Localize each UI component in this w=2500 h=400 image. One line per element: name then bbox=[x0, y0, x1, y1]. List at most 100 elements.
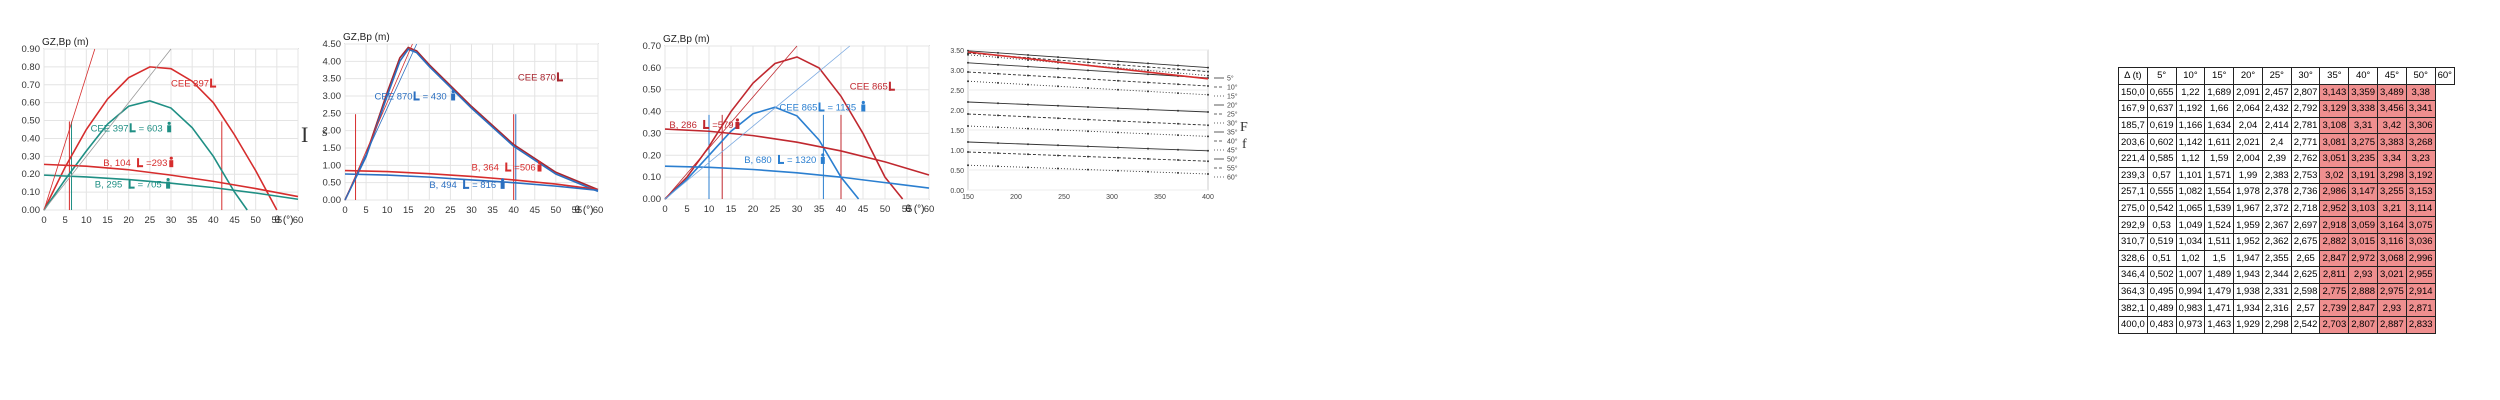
series-point bbox=[967, 141, 969, 143]
table-cell: 2,914 bbox=[2405, 282, 2436, 301]
series-point bbox=[1087, 130, 1089, 133]
series-point bbox=[1027, 65, 1029, 68]
series-point bbox=[997, 72, 999, 75]
table-cell: 3,164 bbox=[2377, 216, 2407, 234]
table-cell: 0,655 bbox=[2146, 83, 2177, 102]
person-icon bbox=[167, 121, 172, 133]
series-point bbox=[1147, 132, 1149, 135]
series-point bbox=[1207, 135, 1209, 138]
table-cell: 2,775 bbox=[2319, 282, 2350, 301]
series-point bbox=[1177, 159, 1179, 162]
series-line bbox=[664, 128, 930, 176]
table-cell: 1,952 bbox=[2233, 232, 2263, 251]
table-cell: 3,051 bbox=[2319, 149, 2350, 168]
series-point bbox=[1177, 122, 1179, 125]
y-tick-label: 4.50 bbox=[323, 39, 342, 50]
y-tick-label: 0.30 bbox=[22, 151, 41, 162]
table-cell: 2,57 bbox=[2290, 299, 2321, 317]
person-icon bbox=[500, 178, 505, 189]
x-tick-label: 30 bbox=[166, 215, 177, 226]
table-cell: 0,637 bbox=[2146, 100, 2177, 118]
y-tick-label: 0.00 bbox=[22, 205, 41, 216]
series-point bbox=[1207, 66, 1209, 69]
table-cell: 2,93 bbox=[2377, 299, 2407, 317]
series-point bbox=[1057, 117, 1059, 120]
series-line bbox=[43, 48, 96, 211]
chart-1: 0.00 0.10 0.20 0.30 0.40 0.50 0.60 0.70 0.80 0.90… bbox=[22, 37, 304, 226]
table-cell: 2,432 bbox=[2261, 100, 2292, 118]
series-point bbox=[967, 164, 969, 167]
stray-glyph-2: s bbox=[322, 125, 328, 140]
series-line bbox=[43, 48, 172, 211]
y-tick-label: 0.60 bbox=[22, 98, 41, 109]
table-cell: 1,934 bbox=[2233, 299, 2263, 317]
series-line bbox=[43, 100, 248, 211]
y-tick-label: 2.50 bbox=[323, 108, 342, 119]
table-cell: 1,049 bbox=[2175, 216, 2206, 234]
table-cell: 1,489 bbox=[2204, 266, 2235, 284]
table-row: 167,9 0,637 1,192 1,66 2,064 2,432 2,792 3,129 3… bbox=[2118, 100, 2455, 118]
table-cell: 2,625 bbox=[2290, 266, 2321, 284]
table-header-cell: 50° bbox=[2405, 67, 2436, 85]
table-cell: 1,471 bbox=[2204, 299, 2235, 317]
annotation-label: CEE 397 bbox=[91, 123, 129, 134]
legend-label: 25° bbox=[1227, 111, 1238, 119]
series-line bbox=[344, 169, 599, 191]
table-header-cell: Δ (t) bbox=[2118, 67, 2148, 85]
table-cell: 0,602 bbox=[2146, 133, 2177, 151]
legend-label: 50° bbox=[1227, 156, 1238, 164]
table-cell: 1,02 bbox=[2175, 249, 2206, 268]
series-line bbox=[43, 163, 299, 198]
series-point bbox=[1177, 83, 1179, 86]
table-cell: 3,059 bbox=[2348, 216, 2379, 234]
table-cell: 2,298 bbox=[2261, 315, 2292, 334]
x-tick-label: 40 bbox=[508, 205, 519, 216]
table-cell: 3,338 bbox=[2348, 100, 2379, 118]
table-cell: 2,847 bbox=[2348, 299, 2379, 317]
table-header-cell: 45° bbox=[2377, 67, 2407, 85]
boat-left-icon bbox=[413, 91, 420, 101]
table-cell: 2,996 bbox=[2405, 249, 2436, 268]
table-cell: 1,634 bbox=[2204, 116, 2235, 135]
series-point bbox=[1057, 128, 1059, 131]
series-point bbox=[967, 113, 969, 115]
y-tick-label: 4.00 bbox=[323, 56, 342, 67]
y-tick-label: 3.50 bbox=[323, 74, 342, 85]
table-cell: 1,22 bbox=[2175, 83, 2206, 102]
stray-glyph-4: f bbox=[1242, 137, 1247, 152]
boat-left-icon bbox=[128, 179, 135, 189]
x-tick-label: 200 bbox=[1010, 194, 1022, 201]
x-tick-label: 35 bbox=[187, 215, 198, 226]
table-cell: 2,762 bbox=[2290, 149, 2321, 168]
series-point bbox=[1027, 74, 1029, 77]
table-cell: 1,007 bbox=[2175, 266, 2206, 284]
table-cell: 221,4 bbox=[2118, 149, 2148, 168]
series-point bbox=[967, 101, 969, 103]
table-cell: 2,781 bbox=[2290, 116, 2321, 135]
y-tick-label: 0.50 bbox=[643, 85, 662, 96]
annotation-label: CEE 870 bbox=[518, 72, 556, 83]
table-header-cell: 25° bbox=[2261, 67, 2292, 85]
table-cell: 3,298 bbox=[2377, 166, 2407, 185]
table-cell: 2,811 bbox=[2319, 266, 2350, 284]
table-cell: 0,502 bbox=[2146, 266, 2177, 284]
series-line bbox=[344, 43, 413, 201]
table-cell: 1,034 bbox=[2175, 232, 2206, 251]
series-point bbox=[1117, 156, 1119, 159]
series-point bbox=[1147, 69, 1149, 72]
series-point bbox=[1027, 54, 1029, 56]
x-tick-label: 350 bbox=[1154, 194, 1166, 201]
series-line bbox=[967, 51, 1209, 80]
table-cell: 1,959 bbox=[2233, 216, 2263, 234]
table-row: 328,6 0,51 1,02 1,5 1,947 2,355 2,65 2,847 2,972… bbox=[2118, 249, 2455, 268]
series-point bbox=[1147, 147, 1149, 150]
series-point bbox=[997, 51, 999, 54]
annotation-value: =579 bbox=[712, 120, 733, 131]
series-point bbox=[1147, 170, 1149, 173]
table-cell: 3,31 bbox=[2348, 116, 2379, 135]
table-cell: 346,4 bbox=[2118, 266, 2148, 284]
x-tick-label: 40 bbox=[208, 215, 219, 226]
table-cell: 400,0 bbox=[2118, 315, 2148, 334]
table-cell: 364,3 bbox=[2118, 282, 2148, 301]
y-tick-label: 3.50 bbox=[950, 48, 964, 55]
